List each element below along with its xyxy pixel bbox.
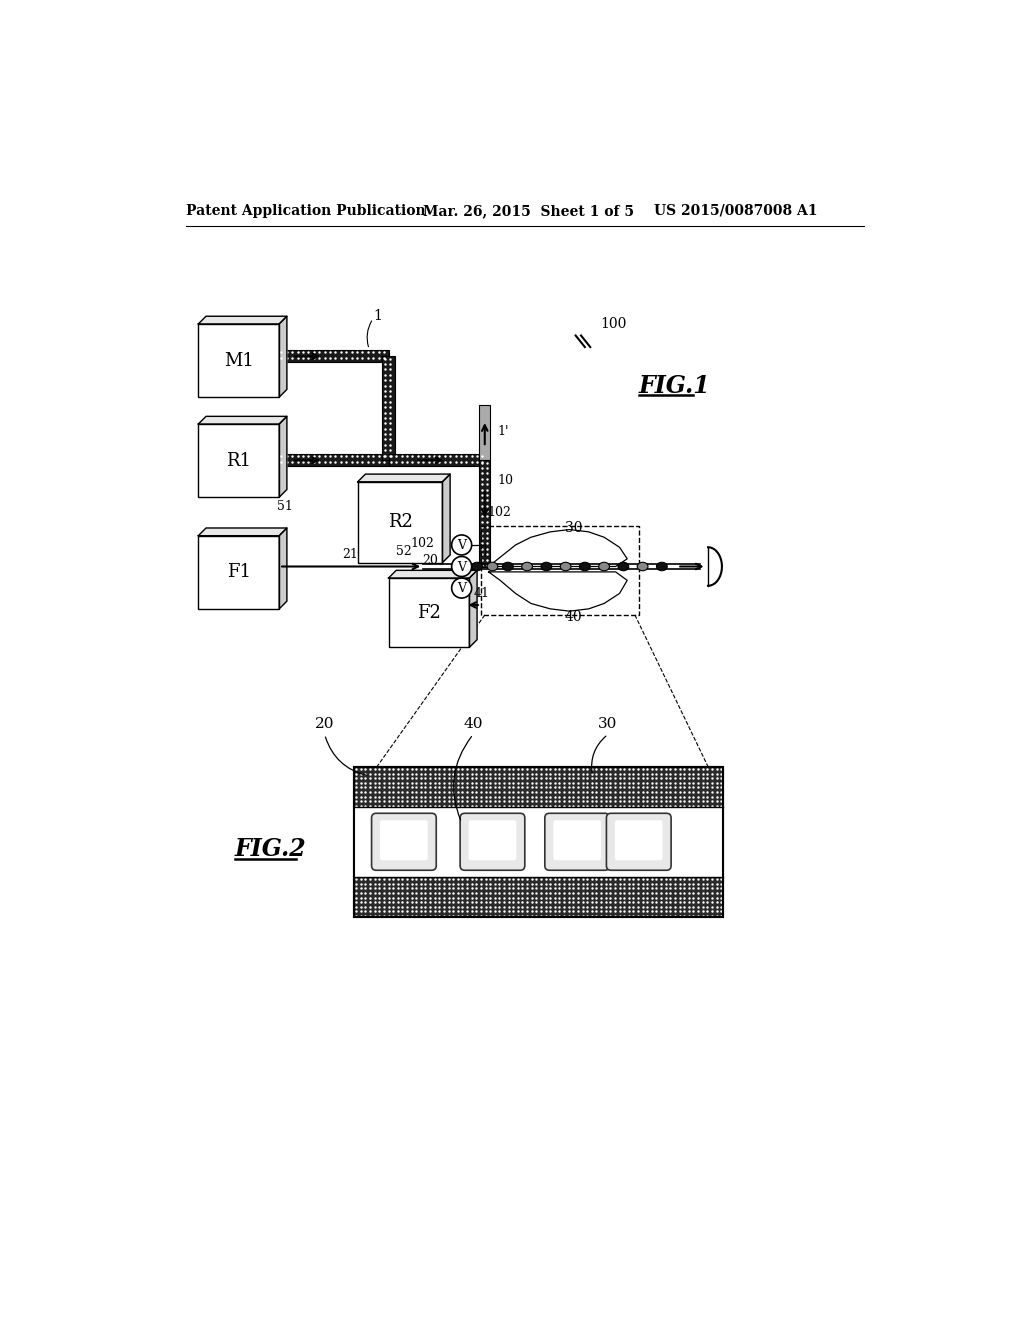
Text: US 2015/0087008 A1: US 2015/0087008 A1 (654, 203, 817, 218)
Ellipse shape (656, 562, 668, 570)
Bar (479, 405, 490, 461)
Text: F1: F1 (226, 564, 251, 581)
Text: 40: 40 (564, 610, 582, 623)
Polygon shape (199, 317, 287, 323)
Text: V: V (457, 539, 466, 552)
Ellipse shape (560, 562, 571, 570)
Text: 100: 100 (600, 317, 627, 331)
Ellipse shape (541, 562, 552, 570)
Circle shape (452, 535, 472, 554)
Bar (354, 767, 724, 807)
Polygon shape (280, 416, 287, 498)
Ellipse shape (580, 562, 590, 570)
Circle shape (452, 578, 472, 598)
Text: 20: 20 (423, 554, 438, 566)
Polygon shape (280, 317, 287, 397)
Ellipse shape (637, 562, 648, 570)
Bar (280, 454, 388, 466)
Bar (354, 876, 724, 917)
Bar (354, 767, 724, 917)
Polygon shape (442, 474, 451, 562)
Bar (462, 601, 469, 609)
Ellipse shape (599, 562, 609, 570)
Text: 1: 1 (373, 309, 382, 323)
Text: 30: 30 (598, 717, 617, 731)
Bar (388, 454, 484, 466)
Text: 1': 1' (498, 425, 509, 438)
Circle shape (452, 557, 472, 577)
Text: FIG.1: FIG.1 (639, 374, 711, 397)
Text: 21: 21 (342, 548, 358, 561)
Bar (354, 767, 724, 917)
Text: 20: 20 (314, 717, 335, 731)
Text: FIG.2: FIG.2 (234, 837, 306, 862)
Bar (382, 356, 394, 461)
FancyBboxPatch shape (380, 820, 428, 861)
Polygon shape (199, 528, 287, 536)
Text: M1: M1 (224, 351, 254, 370)
FancyBboxPatch shape (553, 820, 601, 861)
Ellipse shape (521, 562, 532, 570)
FancyBboxPatch shape (614, 820, 663, 861)
Text: R2: R2 (388, 513, 413, 531)
Ellipse shape (503, 562, 513, 570)
Text: 41: 41 (473, 587, 489, 601)
Bar (199, 536, 280, 609)
Bar (280, 350, 388, 363)
Text: 102: 102 (487, 506, 512, 519)
Bar (354, 807, 724, 876)
FancyBboxPatch shape (372, 813, 436, 870)
Text: V: V (457, 582, 466, 595)
Text: Patent Application Publication: Patent Application Publication (186, 203, 426, 218)
Text: R1: R1 (226, 451, 251, 470)
Text: V: V (457, 561, 466, 574)
Text: 52: 52 (396, 545, 412, 557)
Ellipse shape (472, 562, 482, 570)
Text: 102: 102 (411, 537, 435, 550)
Ellipse shape (487, 562, 498, 570)
Bar (199, 323, 280, 397)
Polygon shape (199, 416, 287, 424)
FancyBboxPatch shape (460, 813, 524, 870)
Bar (388, 578, 469, 647)
FancyBboxPatch shape (606, 813, 671, 870)
Text: 40: 40 (464, 717, 483, 731)
Bar (357, 482, 442, 562)
Bar (479, 461, 490, 566)
Text: F2: F2 (417, 603, 441, 622)
Bar (481, 527, 639, 615)
Text: 51: 51 (276, 500, 293, 513)
Text: 10: 10 (498, 474, 514, 487)
Polygon shape (280, 528, 287, 609)
Text: Mar. 26, 2015  Sheet 1 of 5: Mar. 26, 2015 Sheet 1 of 5 (423, 203, 634, 218)
Polygon shape (357, 474, 451, 482)
Polygon shape (388, 570, 477, 578)
FancyBboxPatch shape (469, 820, 516, 861)
Text: 30: 30 (564, 521, 582, 535)
FancyBboxPatch shape (545, 813, 609, 870)
Polygon shape (469, 570, 477, 647)
Ellipse shape (617, 562, 629, 570)
Bar (199, 424, 280, 498)
